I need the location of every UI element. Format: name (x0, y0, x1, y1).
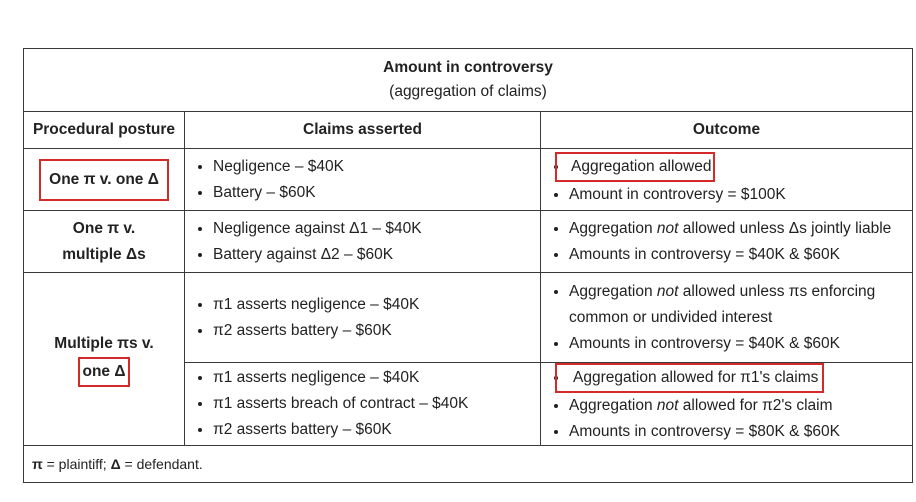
outcome-text: Aggregation allowed for π1's claims (573, 369, 819, 386)
header-claims-asserted: Claims asserted (184, 111, 541, 149)
list-item: Aggregation allowed (555, 151, 912, 182)
posture-label-line2: one Δ (82, 363, 126, 380)
outcome-text-pre: Aggregation (569, 282, 657, 300)
outcome-text-post: allowed for π2's claim (678, 397, 833, 414)
highlight-box: one Δ (78, 357, 130, 387)
header-procedural-posture: Procedural posture (23, 111, 185, 149)
list-item: π2 asserts battery – $60K (213, 318, 540, 344)
outcome-text-pre: Aggregation (569, 219, 657, 237)
highlight-box: Aggregation allowed for π1's claims (555, 363, 825, 393)
list-item: Aggregation allowed for π1's claims (555, 363, 912, 393)
list-item: Amounts in controversy = $40K & $60K (569, 242, 912, 268)
claims-cell: Negligence against Δ1 – $40K Battery aga… (184, 210, 541, 273)
posture-cell: One π v. one Δ (23, 148, 185, 211)
outcome-list: Aggregation allowed for π1's claims Aggr… (541, 363, 912, 445)
outcome-list: Aggregation allowed Amount in controvers… (541, 151, 912, 208)
list-item: Amounts in controversy = $40K & $60K (569, 331, 912, 357)
list-item: π2 asserts battery – $60K (213, 417, 540, 443)
outcome-list: Aggregation not allowed unless Δs jointl… (541, 216, 912, 268)
table-footnote: π = plaintiff; Δ = defendant. (23, 445, 913, 483)
table-row: One π v. multiple Δs Negligence against … (23, 210, 913, 273)
posture-cell: Multiple πs v. one Δ (23, 272, 185, 446)
outcome-text: Aggregation allowed (571, 157, 712, 175)
header-outcome: Outcome (540, 111, 913, 149)
list-item: π1 asserts breach of contract – $40K (213, 391, 540, 417)
table-title: Amount in controversy (383, 59, 553, 76)
list-item: Amounts in controversy = $80K & $60K (569, 419, 912, 445)
footnote-pi-symbol: π (32, 456, 43, 472)
list-item: Battery against Δ2 – $60K (213, 242, 540, 268)
claims-list: Negligence – $40K Battery – $60K (185, 154, 540, 206)
highlight-box: One π v. one Δ (39, 158, 169, 201)
list-item: π1 asserts negligence – $40K (213, 365, 540, 391)
outcome-cell: Aggregation not allowed unless πs enforc… (540, 272, 913, 363)
outcome-list: Aggregation not allowed unless πs enforc… (541, 279, 912, 357)
outcome-text-pre: Aggregation (569, 397, 657, 414)
posture-label-line1: Multiple πs v. (54, 335, 154, 352)
outcome-cell: Aggregation allowed Amount in controvers… (540, 148, 913, 211)
posture-label-line1: One π v. (72, 219, 136, 237)
outcome-cell: Aggregation not allowed unless Δs jointl… (540, 210, 913, 273)
outcome-text-post: allowed unless πs enforcing (678, 282, 876, 300)
table-row: One π v. one Δ Negligence – $40K Battery… (23, 148, 913, 211)
aggregation-table: Amount in controversy (aggregation of cl… (23, 48, 913, 483)
table-subtitle: (aggregation of claims) (389, 83, 547, 100)
list-item: π1 asserts negligence – $40K (213, 292, 540, 318)
claims-cell: π1 asserts negligence – $40K π1 asserts … (184, 362, 541, 446)
list-item: Negligence – $40K (213, 154, 540, 180)
posture-label-line2: multiple Δs (62, 245, 146, 263)
footnote-pi-definition: = plaintiff; (42, 456, 111, 472)
outcome-text-emphasis: not (656, 219, 679, 237)
claims-list: π1 asserts negligence – $40K π2 asserts … (185, 292, 540, 344)
footnote-delta-symbol: Δ (110, 456, 121, 472)
claims-list: π1 asserts negligence – $40K π1 asserts … (185, 365, 540, 443)
footnote-delta-definition: = defendant. (120, 456, 203, 472)
posture-label: One π v. one Δ (49, 170, 159, 188)
list-item: Aggregation not allowed for π2's claim (569, 393, 912, 419)
table-row: Multiple πs v. one Δ π1 asserts negligen… (23, 272, 913, 446)
table-row: π1 asserts negligence – $40K π1 asserts … (24, 362, 913, 446)
list-item: Aggregation not allowed unless πs enforc… (569, 279, 912, 331)
list-item: Amount in controversy = $100K (569, 182, 912, 208)
posture-cell: One π v. multiple Δs (23, 210, 185, 273)
list-item: Battery – $60K (213, 180, 540, 206)
claims-cell: π1 asserts negligence – $40K π2 asserts … (184, 272, 541, 363)
outcome-text-emphasis: not (656, 282, 679, 300)
outcome-text-post: allowed unless Δs jointly liable (678, 219, 892, 237)
list-item: Aggregation not allowed unless Δs jointl… (569, 216, 912, 242)
outcome-text-emphasis: not (656, 397, 679, 414)
highlight-box: Aggregation allowed (555, 151, 716, 182)
outcome-text-line2: common or undivided interest (569, 308, 773, 326)
claims-cell: Negligence – $40K Battery – $60K (184, 148, 541, 211)
list-item: Negligence against Δ1 – $40K (213, 216, 540, 242)
claims-list: Negligence against Δ1 – $40K Battery aga… (185, 216, 540, 268)
outcome-cell: Aggregation allowed for π1's claims Aggr… (540, 362, 913, 446)
table-title-cell: Amount in controversy (aggregation of cl… (23, 48, 913, 112)
